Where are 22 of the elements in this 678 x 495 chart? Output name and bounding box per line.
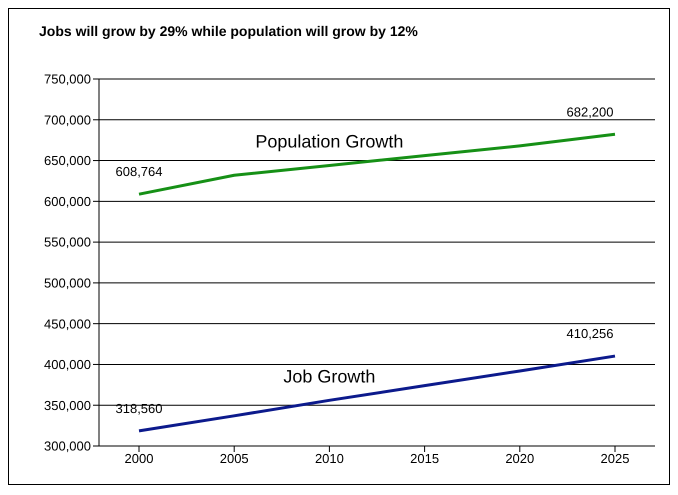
x-tick-label: 2025 (600, 451, 630, 466)
y-tick-label: 550,000 (44, 234, 91, 250)
y-tick-label: 650,000 (44, 153, 91, 168)
x-tick-label: 2010 (314, 451, 344, 466)
y-tick-label: 700,000 (44, 112, 91, 128)
x-tick-label: 2005 (220, 451, 249, 466)
y-tick-label: 300,000 (44, 438, 91, 454)
y-tick-label: 750,000 (44, 72, 91, 87)
y-tick-label: 600,000 (44, 194, 91, 209)
x-tick-label: 2015 (410, 451, 440, 466)
data-label: 608,764 (116, 164, 162, 180)
y-tick-label: 400,000 (44, 357, 91, 372)
series-label: Job Growth (283, 366, 376, 386)
data-label: 682,200 (566, 104, 614, 120)
y-tick-label: 350,000 (44, 398, 91, 413)
x-tick-label: 2000 (124, 451, 154, 466)
data-label: 410,256 (566, 326, 614, 342)
series-label: Population Growth (255, 131, 404, 152)
y-tick-label: 450,000 (44, 316, 91, 332)
y-tick-label: 500,000 (44, 276, 91, 291)
x-tick-label: 2020 (505, 451, 534, 466)
chart-title: Jobs will grow by 29% while population will grow by 12% (38, 22, 419, 39)
